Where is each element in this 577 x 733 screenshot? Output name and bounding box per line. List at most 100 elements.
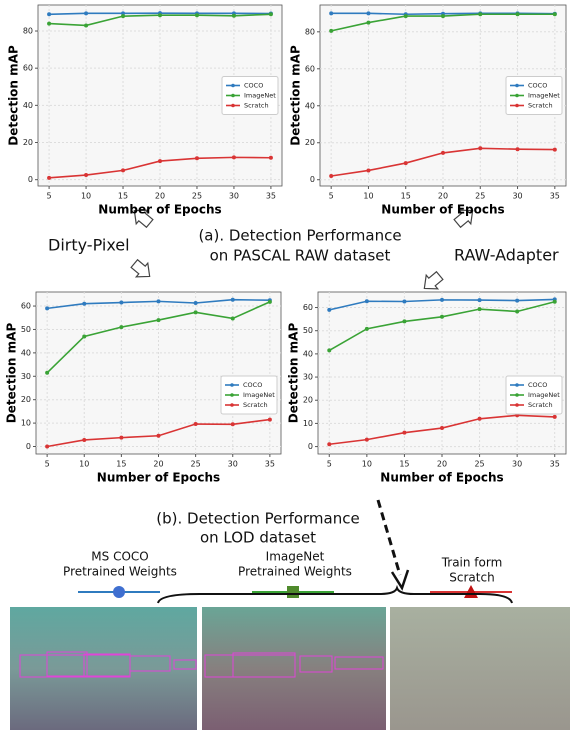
- x-tick-label: 5: [45, 460, 50, 469]
- legend-label: COCO: [244, 82, 263, 90]
- legend-marker: [230, 403, 234, 407]
- point: [477, 307, 482, 312]
- x-tick-label: 35: [265, 460, 275, 469]
- point: [84, 23, 89, 28]
- x-tick-label: 30: [512, 460, 522, 469]
- x-tick-label: 15: [401, 192, 411, 201]
- x-tick-label: 20: [155, 192, 165, 201]
- point: [193, 301, 198, 306]
- x-tick-label: 30: [512, 192, 522, 201]
- legend-label: COCO: [528, 381, 547, 389]
- y-axis-label: Detection mAP: [289, 45, 303, 146]
- point: [156, 318, 161, 323]
- method-label: Dirty-Pixel: [48, 236, 130, 255]
- legend-label: Scratch: [528, 401, 553, 409]
- y-tick-label: 10: [303, 419, 313, 428]
- point: [515, 12, 520, 17]
- y-tick-label: 40: [303, 349, 313, 358]
- x-tick-label: 25: [191, 460, 201, 469]
- arrow-head: [390, 569, 410, 591]
- y-tick-label: 60: [303, 303, 313, 312]
- point: [329, 11, 334, 16]
- chart: 0 10 20 30 40 50 60 5 10 15 20 25 30 35 Number of Epoc…: [287, 291, 567, 485]
- point: [231, 155, 236, 160]
- point: [119, 325, 124, 330]
- y-tick-label: 0: [308, 442, 313, 451]
- x-axis-label: Number of Epochs: [98, 203, 221, 217]
- point: [230, 422, 235, 427]
- legend-marker: [515, 393, 519, 397]
- x-axis-label: Number of Epochs: [380, 471, 503, 485]
- point: [158, 159, 162, 164]
- legend-marker: [230, 393, 234, 397]
- dashed-arrow: [376, 499, 402, 576]
- point: [84, 173, 89, 178]
- point: [121, 14, 126, 19]
- weights-label: MS COCO: [91, 550, 148, 564]
- point: [402, 319, 407, 324]
- x-tick-label: 15: [116, 460, 126, 469]
- x-tick-label: 10: [81, 192, 91, 201]
- point: [327, 442, 332, 447]
- legend-marker: [515, 403, 519, 407]
- x-tick-label: 30: [228, 460, 238, 469]
- x-tick-label: 30: [229, 192, 239, 201]
- point: [366, 20, 371, 25]
- point: [156, 299, 161, 304]
- point: [268, 12, 273, 17]
- legend-label: ImageNet: [528, 391, 560, 399]
- caption: (a). Detection Performance: [198, 227, 401, 245]
- point: [230, 297, 235, 302]
- point: [45, 370, 50, 375]
- point: [327, 307, 332, 312]
- y-tick-label: 80: [305, 27, 315, 36]
- point: [47, 21, 52, 26]
- y-tick-label: 80: [23, 27, 33, 36]
- point: [515, 147, 520, 152]
- point: [364, 299, 369, 304]
- chart: 0 20 40 60 80 5 10 15 20 25 30 35 Number of Epochs De…: [7, 4, 283, 217]
- point: [121, 11, 126, 16]
- point: [402, 299, 407, 304]
- legend-marker: [515, 103, 519, 108]
- point: [156, 433, 161, 438]
- point: [403, 14, 408, 19]
- point: [515, 309, 520, 314]
- y-tick-label: 40: [305, 101, 315, 110]
- legend-label: Scratch: [528, 102, 553, 110]
- point: [193, 422, 198, 427]
- x-tick-label: 10: [362, 460, 372, 469]
- x-axis-label: Number of Epochs: [381, 203, 504, 217]
- point: [47, 12, 52, 17]
- point: [82, 437, 87, 442]
- x-tick-label: 35: [266, 192, 276, 201]
- legend-marker: [515, 383, 519, 387]
- y-tick-label: 20: [303, 396, 313, 405]
- weights-label: Train form: [441, 556, 503, 570]
- legend-label: Scratch: [244, 102, 269, 110]
- caption: on PASCAL RAW dataset: [210, 247, 391, 265]
- point: [267, 299, 272, 304]
- point: [440, 297, 444, 302]
- legend-marker: [231, 103, 235, 108]
- point: [82, 301, 87, 306]
- point: [403, 161, 408, 166]
- x-tick-label: 25: [192, 192, 202, 201]
- point: [440, 426, 444, 431]
- y-tick-label: 20: [21, 395, 31, 404]
- x-tick-label: 20: [153, 460, 163, 469]
- y-axis-label: Detection mAP: [5, 323, 19, 424]
- point: [552, 414, 557, 419]
- x-tick-label: 10: [79, 460, 89, 469]
- point: [119, 300, 124, 305]
- point: [366, 168, 371, 173]
- point: [477, 416, 482, 421]
- weights-label: Scratch: [449, 571, 494, 585]
- point: [366, 11, 371, 16]
- y-tick-label: 0: [310, 175, 315, 184]
- y-tick-label: 20: [23, 138, 33, 147]
- legend-marker: [231, 83, 235, 88]
- x-tick-label: 20: [437, 460, 447, 469]
- y-tick-label: 30: [21, 372, 31, 381]
